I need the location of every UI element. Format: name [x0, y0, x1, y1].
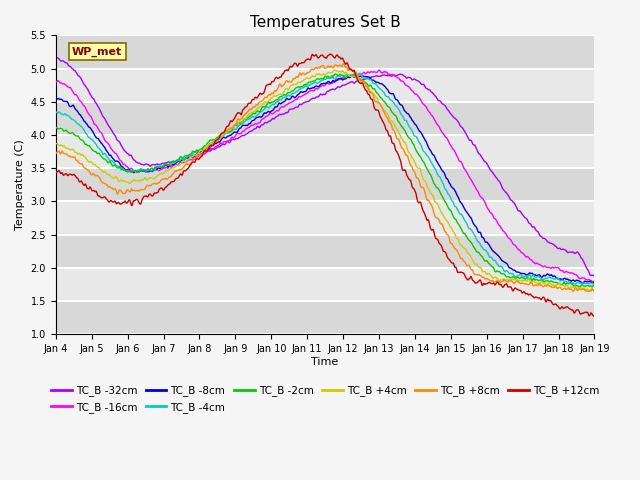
X-axis label: Time: Time — [312, 357, 339, 367]
Bar — [56, 301, 595, 334]
Bar — [56, 235, 595, 268]
Y-axis label: Temperature (C): Temperature (C) — [15, 139, 25, 230]
Text: WP_met: WP_met — [72, 47, 122, 57]
Bar — [56, 69, 595, 102]
Title: Temperatures Set B: Temperatures Set B — [250, 15, 401, 30]
Bar — [56, 202, 595, 235]
Bar — [56, 102, 595, 135]
Bar — [56, 36, 595, 69]
Bar — [56, 268, 595, 301]
Bar — [56, 135, 595, 168]
Legend: TC_B -32cm, TC_B -16cm, TC_B -8cm, TC_B -4cm, TC_B -2cm, TC_B +4cm, TC_B +8cm, T: TC_B -32cm, TC_B -16cm, TC_B -8cm, TC_B … — [47, 381, 604, 417]
Bar — [56, 168, 595, 202]
